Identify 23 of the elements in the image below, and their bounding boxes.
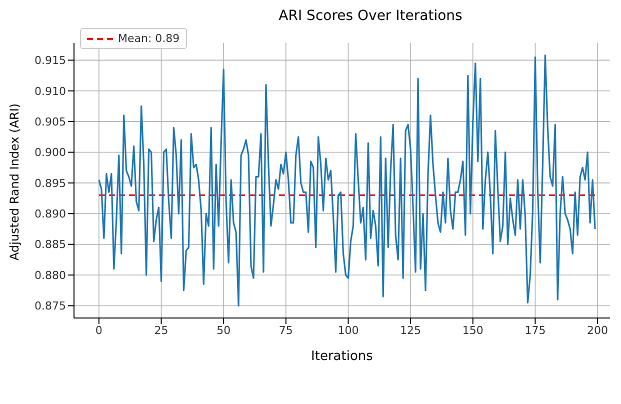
x-tick-label: 175 — [524, 324, 546, 337]
y-tick-label: 0.890 — [34, 208, 66, 221]
x-axis-title: Iterations — [311, 349, 374, 364]
y-axis-title: Adjusted Rand Index (ARI) — [7, 103, 22, 260]
y-tick-label: 0.905 — [34, 115, 66, 128]
x-tick-label: 200 — [587, 324, 608, 337]
y-tick-label: 0.900 — [34, 146, 66, 160]
chart-title: ARI Scores Over Iterations — [278, 8, 464, 24]
y-tick-label: 0.915 — [34, 54, 66, 68]
y-tick-label: 0.895 — [34, 176, 66, 190]
x-tick-label: 100 — [338, 324, 359, 337]
y-tick-label: 0.880 — [34, 268, 66, 282]
y-tick-label: 0.875 — [34, 300, 66, 313]
x-tick-label: 25 — [154, 324, 168, 337]
x-tick-label: 0 — [95, 324, 102, 337]
x-tick-label: 50 — [216, 324, 231, 337]
x-tick-label: 125 — [400, 324, 422, 337]
x-tick-label: 75 — [278, 324, 293, 337]
line-series — [98, 54, 596, 307]
legend-label: Mean: 0.89 — [118, 32, 180, 45]
x-tick-label: 150 — [462, 324, 484, 337]
y-tick-label: 0.910 — [34, 84, 66, 98]
y-tick-label: 0.885 — [34, 238, 66, 252]
